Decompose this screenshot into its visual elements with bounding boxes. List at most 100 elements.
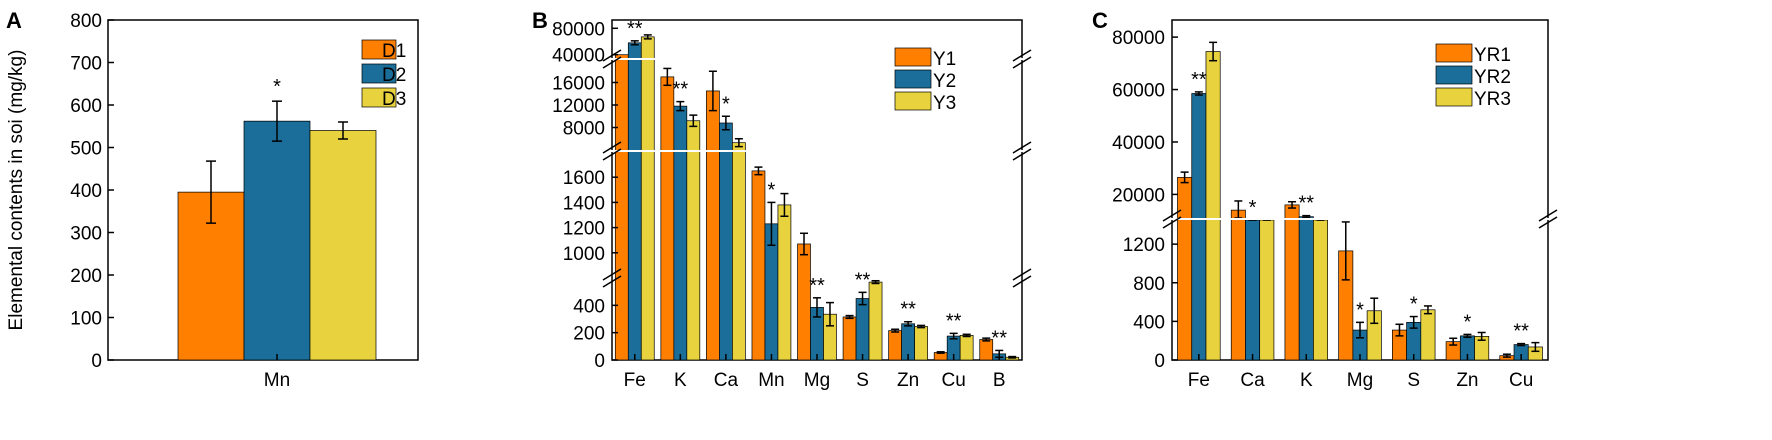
x-tick-label: Fe [624, 370, 646, 391]
y-tick-label: 16000 [552, 74, 605, 95]
bar-Y1 [842, 316, 857, 361]
significance-mark: * [1464, 311, 1472, 333]
significance-mark: ** [900, 299, 916, 321]
y-tick-label: 600 [70, 96, 102, 117]
bar-Y1 [706, 90, 720, 361]
legend-swatch-YR2 [1435, 65, 1473, 85]
bar-YR2 [1298, 216, 1314, 361]
significance-mark: ** [991, 327, 1007, 349]
y-tick-label: 400 [573, 296, 605, 317]
legend-label: D3 [382, 89, 406, 110]
bar-Y3 [640, 36, 655, 361]
panel-label: B [532, 8, 548, 33]
axis-break-mark [602, 49, 622, 62]
significance-mark: ** [809, 275, 825, 297]
legend-label: Y3 [933, 93, 956, 114]
bar-Y1 [888, 330, 902, 361]
y-tick-label: 700 [70, 54, 102, 75]
y-tick-label: 40000 [552, 46, 605, 67]
legend-swatch-YR3 [1435, 87, 1473, 107]
bar-Y3 [868, 281, 883, 361]
bar-Y3 [914, 326, 928, 361]
y-tick-label: 500 [70, 139, 102, 160]
significance-mark: ** [1513, 321, 1529, 343]
bar-YR3 [1420, 309, 1436, 361]
y-tick-label: 8000 [563, 119, 605, 140]
significance-mark: ** [627, 18, 643, 40]
x-tick-label: Fe [1188, 370, 1210, 391]
bar-Y2 [673, 105, 688, 361]
y-tick-label: 1400 [563, 193, 605, 214]
significance-mark: * [1410, 294, 1418, 316]
y-tick-label: 12000 [552, 96, 605, 117]
significance-mark: ** [673, 79, 689, 101]
x-tick-label: Zn [897, 370, 919, 391]
y-tick-label: 300 [70, 224, 102, 245]
x-tick-label: Ca [1240, 370, 1265, 391]
y-tick-label: 80000 [1112, 28, 1165, 49]
legend-label: YR3 [1474, 89, 1511, 110]
y-tick-label: 800 [1133, 274, 1165, 295]
x-tick-label: Ca [714, 370, 739, 391]
axis-break-mark [1012, 275, 1032, 288]
y-tick-label: 1600 [563, 168, 605, 189]
x-tick-label: Mn [264, 370, 290, 391]
bar-Y3 [732, 142, 746, 361]
axis-break-mark [1012, 268, 1032, 281]
bar-D3 [309, 130, 377, 361]
axis-break-gap [600, 150, 1034, 152]
bar-Y2 [627, 42, 642, 361]
x-tick-label: Cu [942, 370, 966, 391]
significance-mark: ** [1191, 69, 1207, 91]
y-tick-label: 0 [1154, 351, 1165, 372]
bar-D2 [243, 120, 311, 361]
bar-Y3 [959, 335, 974, 361]
bar-YR2 [1245, 219, 1261, 361]
axis-break-mark [1538, 216, 1558, 229]
axis-break-mark [602, 141, 622, 154]
y-tick-label: 1000 [563, 244, 605, 265]
y-tick-label: 400 [70, 181, 102, 202]
legend-label: YR2 [1474, 67, 1511, 88]
y-tick-label: 100 [70, 309, 102, 330]
y-tick-label: 400 [1133, 312, 1165, 333]
axis-break-gap [1160, 218, 1560, 220]
legend-label: D2 [382, 65, 406, 86]
significance-mark: * [768, 179, 776, 201]
legend-swatch-D3 [361, 87, 397, 108]
legend-swatch-Y1 [894, 47, 932, 67]
significance-mark: ** [855, 269, 871, 291]
bar-YR3 [1313, 219, 1328, 361]
axis-break-mark [1012, 49, 1032, 62]
bar-Y3 [686, 120, 701, 361]
panel-label: A [6, 8, 22, 33]
legend-swatch-YR1 [1435, 43, 1473, 63]
legend-swatch-D1 [361, 39, 397, 60]
significance-mark: * [722, 93, 730, 115]
y-axis-label: Elemental contents in soi (mg/kg) [6, 50, 27, 331]
axis-break-mark [602, 268, 622, 281]
x-tick-label: Mg [804, 370, 830, 391]
bar-Y1 [614, 54, 629, 361]
axis-break-gap [600, 58, 1034, 60]
y-tick-label: 20000 [1112, 185, 1165, 206]
x-tick-label: K [674, 370, 687, 391]
axis-break-mark [1538, 209, 1558, 222]
bar-Y1 [797, 243, 811, 361]
x-tick-label: Cu [1509, 370, 1533, 391]
legend-label: YR1 [1474, 45, 1511, 66]
x-tick-label: Zn [1456, 370, 1478, 391]
y-tick-label: 80000 [552, 19, 605, 40]
x-tick-label: Mg [1347, 370, 1373, 391]
bar-Y2 [855, 298, 870, 361]
legend-label: Y2 [933, 71, 956, 92]
bar-YR1 [1284, 204, 1300, 361]
y-tick-label: 0 [91, 351, 102, 372]
bar-Y1 [751, 170, 766, 361]
bar-YR3 [1259, 219, 1275, 361]
bar-YR3 [1205, 51, 1221, 361]
significance-mark: ** [946, 310, 962, 332]
significance-mark: * [273, 76, 281, 98]
bar-Y2 [719, 122, 733, 361]
x-tick-label: Mn [758, 370, 784, 391]
